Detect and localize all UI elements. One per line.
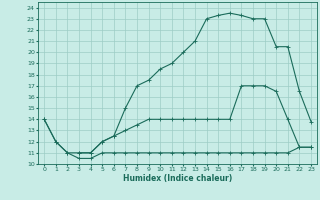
X-axis label: Humidex (Indice chaleur): Humidex (Indice chaleur) xyxy=(123,174,232,183)
